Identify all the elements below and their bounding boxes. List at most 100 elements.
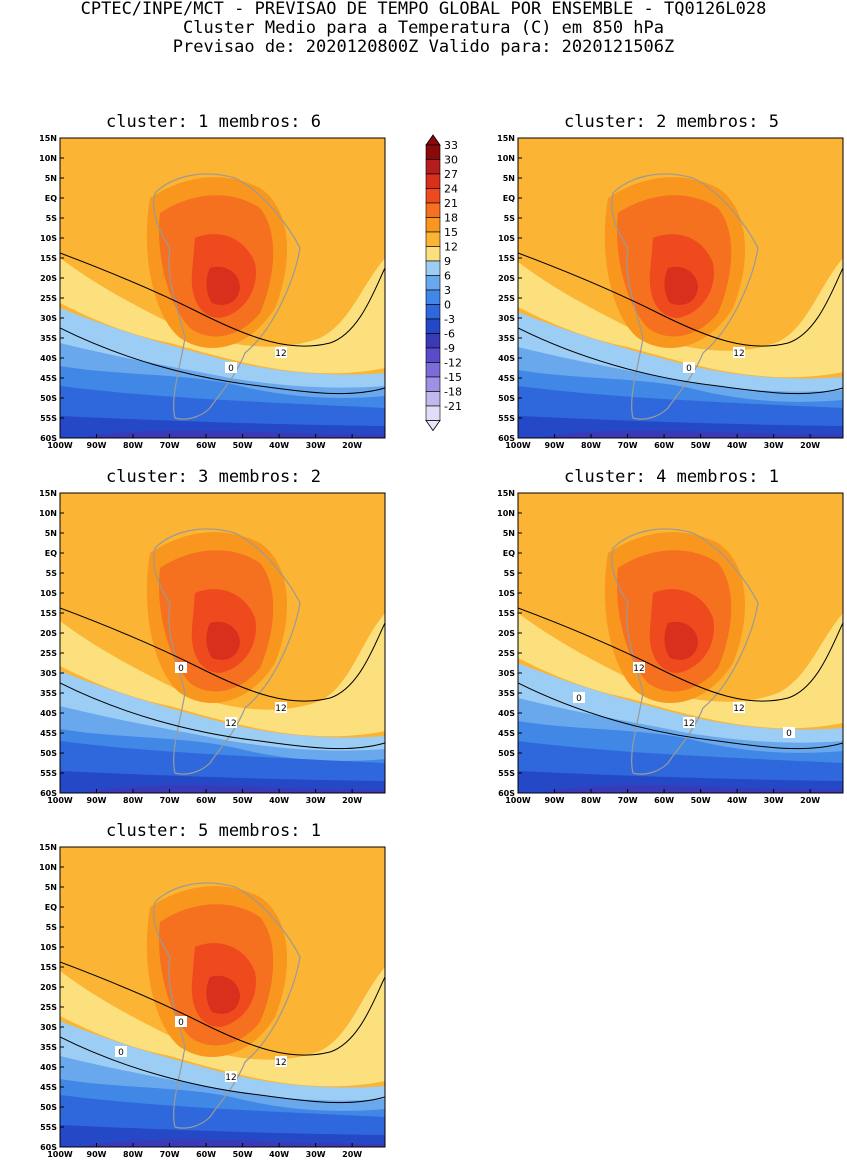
colorbar-label: -15: [444, 371, 462, 384]
contour-label: 0: [686, 364, 692, 374]
colorbar-label: 21: [444, 197, 458, 210]
colorbar-swatch: [425, 159, 441, 175]
lon-tick-label: 80W: [123, 1150, 143, 1159]
temperature-map: 12 12 0 15N 10N 5N EQ 5S 10S 15S 20S 25S 30S 35S 40S 45…: [39, 489, 386, 805]
lon-tick-label: 20W: [342, 441, 362, 450]
contour-line: [60, 607, 385, 702]
lat-tick-label: 30S: [40, 314, 57, 323]
lat-tick-label: 5N: [45, 174, 57, 183]
colorbar-swatch: [425, 289, 441, 305]
contour-label-bg: [733, 347, 745, 358]
lon-tick-label: 90W: [87, 441, 107, 450]
lat-tick-label: 15N: [39, 134, 57, 143]
temperature-band: [206, 266, 240, 305]
temperature-band: [206, 621, 240, 660]
lat-tick-label: 10N: [39, 154, 57, 163]
map-panel-5: cluster: 5 membros: 1 12 12 0 0 15N 10N 5N EQ 5S 1…: [20, 817, 405, 1167]
contour-line: [518, 252, 843, 347]
lat-tick-label: 15S: [40, 254, 57, 263]
lon-tick-label: 20W: [342, 1150, 362, 1159]
contour-label: 12: [633, 664, 644, 674]
colorbar-swatch: [425, 405, 441, 421]
colorbar-swatch: [425, 333, 441, 349]
lon-tick-label: 50W: [233, 1150, 253, 1159]
contour-line: [60, 327, 385, 395]
lat-tick-label: 5S: [504, 569, 516, 578]
lat-tick-label: EQ: [45, 194, 57, 203]
colorbar-swatch: [425, 231, 441, 247]
contour-line: [60, 252, 385, 347]
lon-tick-label: 30W: [306, 1150, 326, 1159]
lon-tick-label: 40W: [269, 796, 289, 805]
lat-tick-label: 30S: [40, 1023, 57, 1032]
lat-tick-label: 5N: [45, 529, 57, 538]
lat-tick-label: EQ: [45, 549, 57, 558]
contour-label: 0: [786, 729, 792, 739]
contour-label: 12: [275, 704, 286, 714]
header-line-1: CPTEC/INPE/MCT - PREVISAO DE TEMPO GLOBA…: [80, 0, 767, 19]
lon-tick-label: 30W: [764, 796, 784, 805]
contour-label-bg: [275, 702, 287, 713]
coastline: [153, 882, 301, 1129]
contour-line: [60, 1036, 385, 1104]
colorbar-swatch: [425, 391, 441, 407]
lat-tick-label: 55S: [498, 414, 515, 423]
contour-label: 12: [733, 704, 744, 714]
lat-tick-label: 20S: [498, 629, 515, 638]
colorbar-label: -3: [444, 313, 455, 326]
lat-tick-label: EQ: [503, 549, 515, 558]
lon-tick-label: 30W: [306, 796, 326, 805]
map-frame: [59, 137, 386, 439]
lat-tick-label: 20S: [40, 629, 57, 638]
colorbar-label: -6: [444, 328, 455, 341]
colorbar-swatch: [425, 260, 441, 276]
colorbar-label: 30: [444, 154, 458, 167]
lon-tick-label: 100W: [47, 796, 73, 805]
temperature-band: [518, 613, 843, 729]
lat-tick-label: 5S: [504, 214, 516, 223]
contour-label-bg: [275, 347, 287, 358]
lat-tick-label: 5N: [503, 529, 515, 538]
colorbar-swatch: [425, 246, 441, 262]
colorbar-label: 18: [444, 212, 458, 225]
lon-tick-label: 50W: [691, 441, 711, 450]
panel-title: cluster: 3 membros: 2: [106, 467, 321, 487]
contour-line: [518, 682, 843, 750]
lon-tick-label: 60W: [654, 441, 674, 450]
header-line-2: Cluster Medio para a Temperatura (C) em …: [182, 18, 665, 38]
temperature-band: [80, 1139, 385, 1147]
lon-tick-label: 80W: [581, 796, 601, 805]
colorbar-label: 6: [444, 270, 451, 283]
contour-label-bg: [175, 662, 187, 673]
lat-tick-label: 5N: [503, 174, 515, 183]
colorbar-label: 3: [444, 284, 451, 297]
lat-tick-label: 15N: [39, 843, 57, 852]
header-line-3: Previsao de: 2020120800Z Valido para: 20…: [172, 37, 675, 57]
lon-tick-label: 70W: [160, 1150, 180, 1159]
contour-label: 0: [178, 1018, 184, 1028]
lat-tick-label: 25S: [498, 294, 515, 303]
lat-tick-label: 40S: [40, 354, 57, 363]
lat-tick-label: 60S: [40, 434, 57, 443]
colorbar-swatch: [425, 376, 441, 392]
map-frame: [59, 846, 386, 1148]
colorbar-swatch: [425, 173, 441, 189]
colorbar-label: 0: [444, 299, 451, 312]
temperature-band: [60, 258, 385, 374]
lat-tick-label: 15S: [40, 963, 57, 972]
contour-label-bg: [783, 727, 795, 738]
coastline: [153, 528, 301, 775]
lon-tick-label: 40W: [727, 441, 747, 450]
lat-tick-label: 55S: [498, 769, 515, 778]
contour-line: [518, 607, 843, 702]
lat-tick-label: 50S: [498, 394, 515, 403]
lon-tick-label: 90W: [87, 796, 107, 805]
lat-tick-label: 10S: [498, 589, 515, 598]
lat-tick-label: 45S: [40, 374, 57, 383]
lon-tick-label: 100W: [47, 1150, 73, 1159]
contour-label: 12: [225, 1073, 236, 1083]
lat-tick-label: 10S: [498, 234, 515, 243]
lon-tick-label: 50W: [233, 796, 253, 805]
temperature-band: [80, 785, 385, 793]
lon-tick-label: 100W: [505, 796, 531, 805]
